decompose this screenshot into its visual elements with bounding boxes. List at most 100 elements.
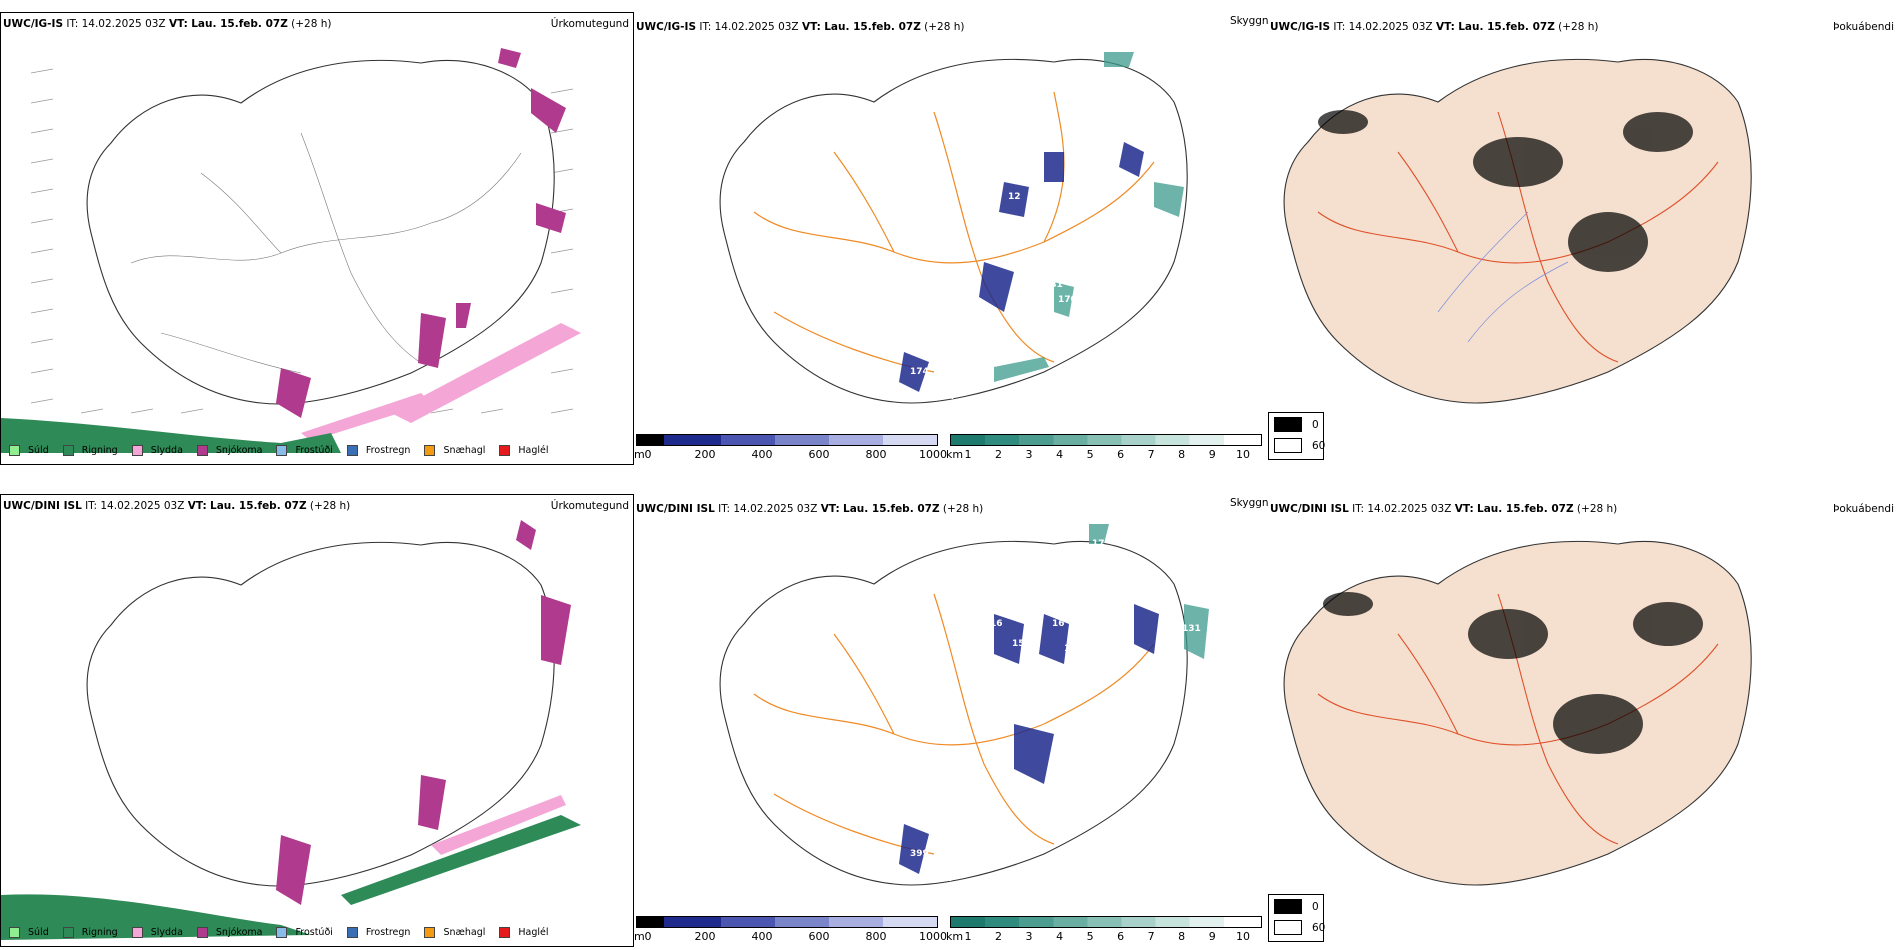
- rivers: [1437, 211, 1569, 343]
- precip-map-bottom: [1, 520, 581, 940]
- tick-label: 3: [1025, 930, 1033, 943]
- legend-item: Frostúði: [276, 445, 333, 456]
- legend-swatch: [1274, 438, 1302, 453]
- tick-label: 3: [1025, 448, 1033, 461]
- legend-item: Haglél: [499, 927, 549, 938]
- tick-label: 600: [808, 930, 830, 943]
- legend-item: Súld: [9, 445, 49, 456]
- field-title: Þokuábendi: [1833, 503, 1894, 515]
- tick-label: 2: [995, 448, 1003, 461]
- visibility-value-label: 153: [1054, 779, 1073, 789]
- tick-label: 400: [751, 930, 773, 943]
- legend-swatch: [499, 927, 511, 938]
- precip-map-top: [1, 48, 581, 453]
- visibility-value-label: 14: [1094, 724, 1107, 734]
- tick-label: 7: [1147, 930, 1155, 943]
- tick-label: 800: [865, 930, 887, 943]
- precip-rain: [1, 418, 341, 453]
- legend-item: Rigning: [62, 927, 118, 938]
- tick-label: 6: [1117, 930, 1125, 943]
- precip-snow: [276, 520, 571, 905]
- visibility-labels-bottom: 399 14 16 15 16 18 100 13 87 14 148 153 222 17 131: [634, 494, 1268, 894]
- legend-swatch: [196, 927, 208, 938]
- visibility-value-label: 13: [1014, 268, 1027, 278]
- visibility-areas-teal: [994, 52, 1184, 382]
- tick-label: 6: [1117, 448, 1125, 461]
- legend-item: Haglél: [499, 445, 549, 456]
- legend-item: Frostúði: [276, 927, 333, 938]
- field-title: Úrkomutegund: [550, 18, 629, 30]
- tick-label: 600: [808, 448, 830, 461]
- legend-swatch: [346, 927, 358, 938]
- legend-swatch: [62, 927, 74, 938]
- tick-label: 1: [964, 930, 972, 943]
- legend-swatch: [276, 445, 288, 456]
- visibility-value-label: 18: [1064, 644, 1077, 654]
- precip-panel-top: UWC/IG-IS IT: 14.02.2025 03Z VT: Lau. 15…: [0, 12, 634, 465]
- fog-areas: [1323, 592, 1703, 754]
- visibility-unit: km: [946, 448, 964, 461]
- legend-swatch: [346, 445, 358, 456]
- visibility-value-label: 17: [1092, 539, 1105, 549]
- visibility-colorbar: [950, 434, 1262, 446]
- tick-label: 7: [1147, 448, 1155, 461]
- tick-label: 400: [751, 448, 773, 461]
- tick-label: 4: [1056, 930, 1064, 943]
- precip-sleet: [431, 795, 566, 855]
- tick-label: 5: [1086, 930, 1094, 943]
- visibility-value-label: 170: [1058, 295, 1077, 305]
- legend-item: Rigning: [62, 445, 118, 456]
- tick-label: 1000: [919, 448, 947, 461]
- fog-legend: 0 60: [1268, 412, 1325, 460]
- tick-label: 0: [644, 930, 652, 943]
- legend-swatch: [1274, 417, 1302, 432]
- visibility-value-label: 15: [1012, 639, 1025, 649]
- tick-label: 8: [1178, 930, 1186, 943]
- precip-sleet: [301, 323, 581, 441]
- visibility-value-label: 10: [948, 148, 961, 158]
- tick-label: 800: [865, 448, 887, 461]
- field-title: Þokuábendi: [1833, 21, 1894, 33]
- legend-swatch: [131, 927, 143, 938]
- visibility-value-label: 100: [1020, 659, 1039, 669]
- visibility-value-label: 87: [1114, 714, 1127, 724]
- iceland-outline: [1283, 58, 1752, 404]
- tick-label: 200: [694, 448, 716, 461]
- visibility-value-label: 13: [1042, 694, 1055, 704]
- tick-label: 1: [964, 448, 972, 461]
- legend-item: Snjókoma: [196, 445, 262, 456]
- legend-swatch: [131, 445, 143, 456]
- visibility-labels-top: 174 84 10 9 12 9 13 281 170 123 200 311 16: [634, 12, 1268, 412]
- legend-item: Frostregn: [346, 445, 410, 456]
- visibility-value-label: 16: [990, 619, 1003, 629]
- tick-label: 5: [1086, 448, 1094, 461]
- visibility-value-label: 12: [1008, 192, 1021, 202]
- visibility-value-label: 131: [1182, 624, 1201, 634]
- height-colorbar: [636, 434, 938, 446]
- visibility-panel-bottom: UWC/DINI ISL IT: 14.02.2025 03Z VT: Lau.…: [634, 494, 1268, 947]
- legend-item: Snæhagl: [424, 445, 485, 456]
- field-title: Úrkomutegund: [550, 500, 629, 512]
- height-unit: m: [634, 448, 645, 461]
- visibility-unit: km: [946, 930, 964, 943]
- visibility-value-label: 16: [1154, 222, 1167, 232]
- precip-rain: [1, 815, 581, 940]
- fog-legend-row: 60: [1274, 438, 1325, 453]
- visibility-map-bottom: [719, 524, 1209, 886]
- legend-item: Snæhagl: [424, 927, 485, 938]
- panel-header: UWC/DINI ISL IT: 14.02.2025 03Z VT: Lau.…: [636, 503, 984, 515]
- visibility-value-label: 311: [1114, 262, 1133, 272]
- visibility-value-label: 123: [1088, 295, 1107, 305]
- iceland-outline: [719, 58, 1188, 404]
- roads: [130, 132, 522, 374]
- legend-item: Slydda: [131, 445, 183, 456]
- fog-map-top: [1283, 58, 1752, 404]
- legend-swatch: [9, 445, 20, 456]
- fog-panel-bottom: UWC/DINI ISL IT: 14.02.2025 03Z VT: Lau.…: [1268, 494, 1900, 947]
- fog-areas: [1318, 110, 1693, 272]
- legend-swatch: [62, 445, 74, 456]
- visibility-value-label: 148: [1080, 754, 1099, 764]
- legend-swatch: [276, 927, 288, 938]
- height-colorbar: [636, 916, 938, 928]
- legend-item: Súld: [9, 927, 49, 938]
